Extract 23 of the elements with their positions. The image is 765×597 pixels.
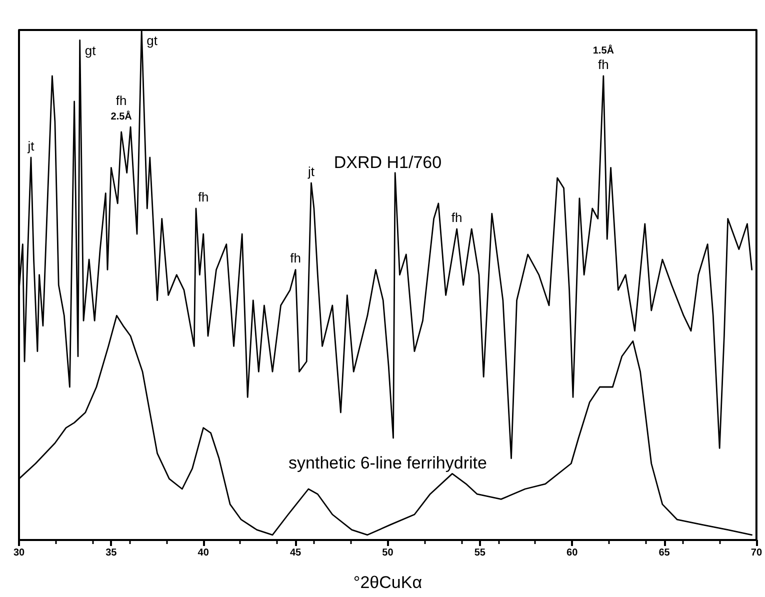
- x-tick-label: 45: [290, 548, 302, 558]
- x-tick-label: 65: [658, 548, 670, 558]
- series-label: DXRD H1/760: [334, 152, 442, 172]
- x-tick-label: 40: [198, 548, 210, 558]
- annotation: fh: [451, 210, 462, 225]
- series-label: synthetic 6-line ferrihydrite: [288, 454, 487, 473]
- annotation: jt: [306, 164, 315, 179]
- x-tick-label: 35: [106, 548, 118, 558]
- annotation: gt: [84, 43, 96, 58]
- annotation: 1.5Å: [592, 44, 614, 56]
- x-tick-label: 70: [750, 548, 762, 558]
- annotation: fh: [598, 56, 609, 72]
- annotation: jt: [26, 138, 35, 154]
- x-tick-label: 30: [13, 548, 25, 558]
- x-tick-label: 55: [474, 548, 486, 558]
- annotation: fh: [116, 92, 127, 108]
- x-axis-title: °2θCuKα: [353, 573, 422, 592]
- x-tick-label: 60: [566, 548, 578, 558]
- annotation: gt: [146, 33, 158, 48]
- annotation: 2.5Å: [110, 110, 132, 122]
- annotation: fh: [198, 190, 209, 204]
- x-tick-label: 50: [382, 548, 394, 558]
- annotation: fh: [290, 250, 301, 266]
